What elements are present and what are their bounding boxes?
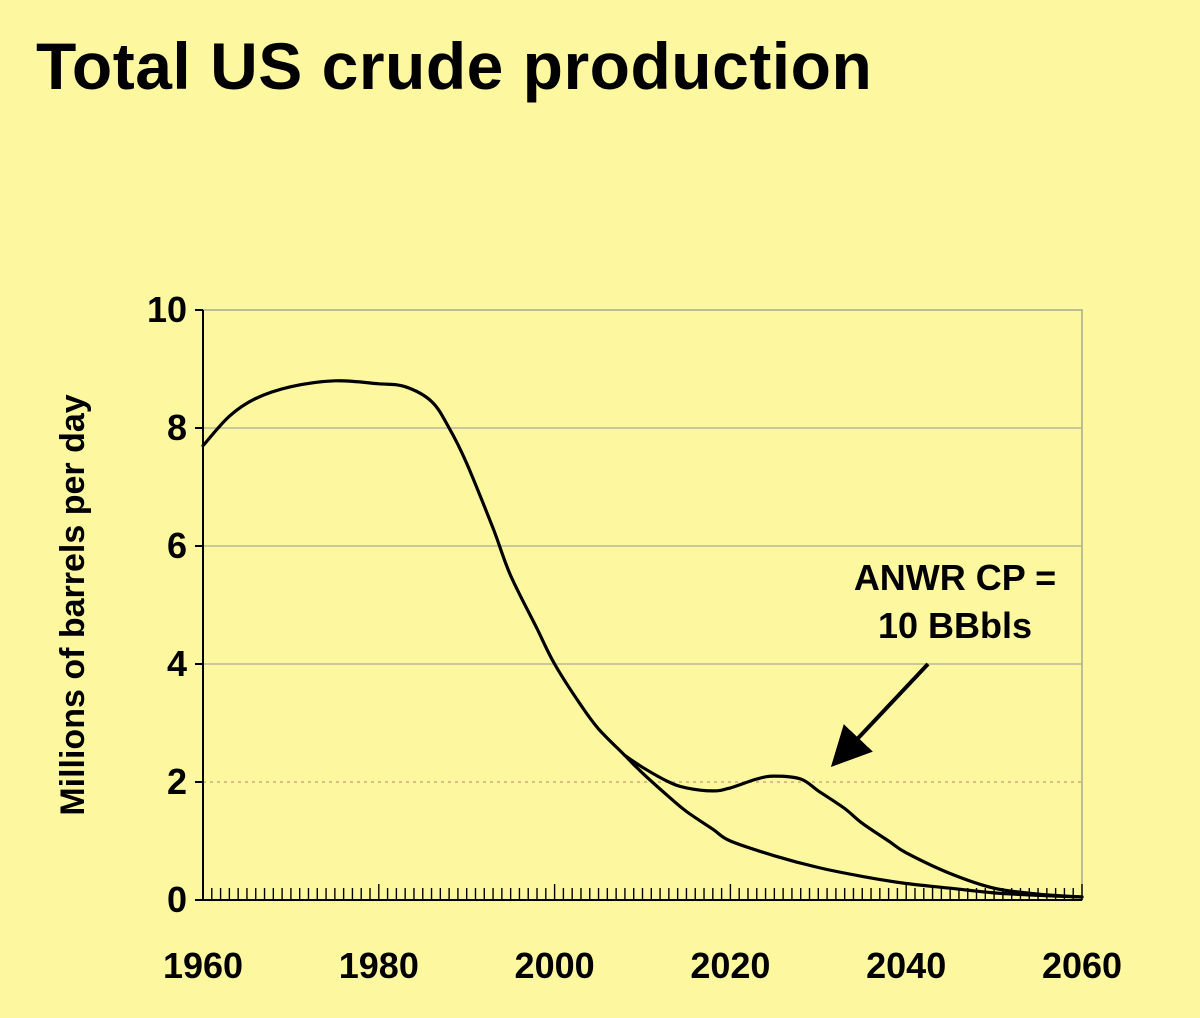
x-tick-label: 1960: [163, 945, 243, 986]
y-tick-label: 8: [167, 407, 187, 448]
annotation-text: 10 BBbls: [878, 605, 1032, 646]
annotation-text: ANWR CP =: [854, 557, 1056, 598]
y-axis-title: Millions of barrels per day: [54, 394, 92, 815]
y-tick-label: 10: [147, 289, 187, 330]
y-tick-label: 2: [167, 761, 187, 802]
series-line-anwr: [623, 753, 1084, 899]
axis-layer: [195, 309, 1083, 901]
annotation-arrow: [830, 662, 930, 767]
x-tick-label: 1980: [339, 945, 419, 986]
label-layer: 0 2 4 6 8 10 1960 1980 2000 2020 2040 2060 Millions …: [54, 289, 1122, 986]
x-tick-label: 2060: [1042, 945, 1122, 986]
series-layer: [201, 379, 1084, 899]
x-tick-label: 2000: [515, 945, 595, 986]
series-line-baseline: [201, 379, 1084, 899]
y-tick-label: 4: [167, 643, 187, 684]
page-title: Total US crude production: [36, 29, 873, 103]
x-tick-label: 2040: [866, 945, 946, 986]
y-tick-label: 6: [167, 525, 187, 566]
y-tick-label: 0: [167, 879, 187, 920]
x-tick-label: 2020: [690, 945, 770, 986]
annot-layer: ANWR CP = 10 BBbls: [830, 557, 1056, 767]
